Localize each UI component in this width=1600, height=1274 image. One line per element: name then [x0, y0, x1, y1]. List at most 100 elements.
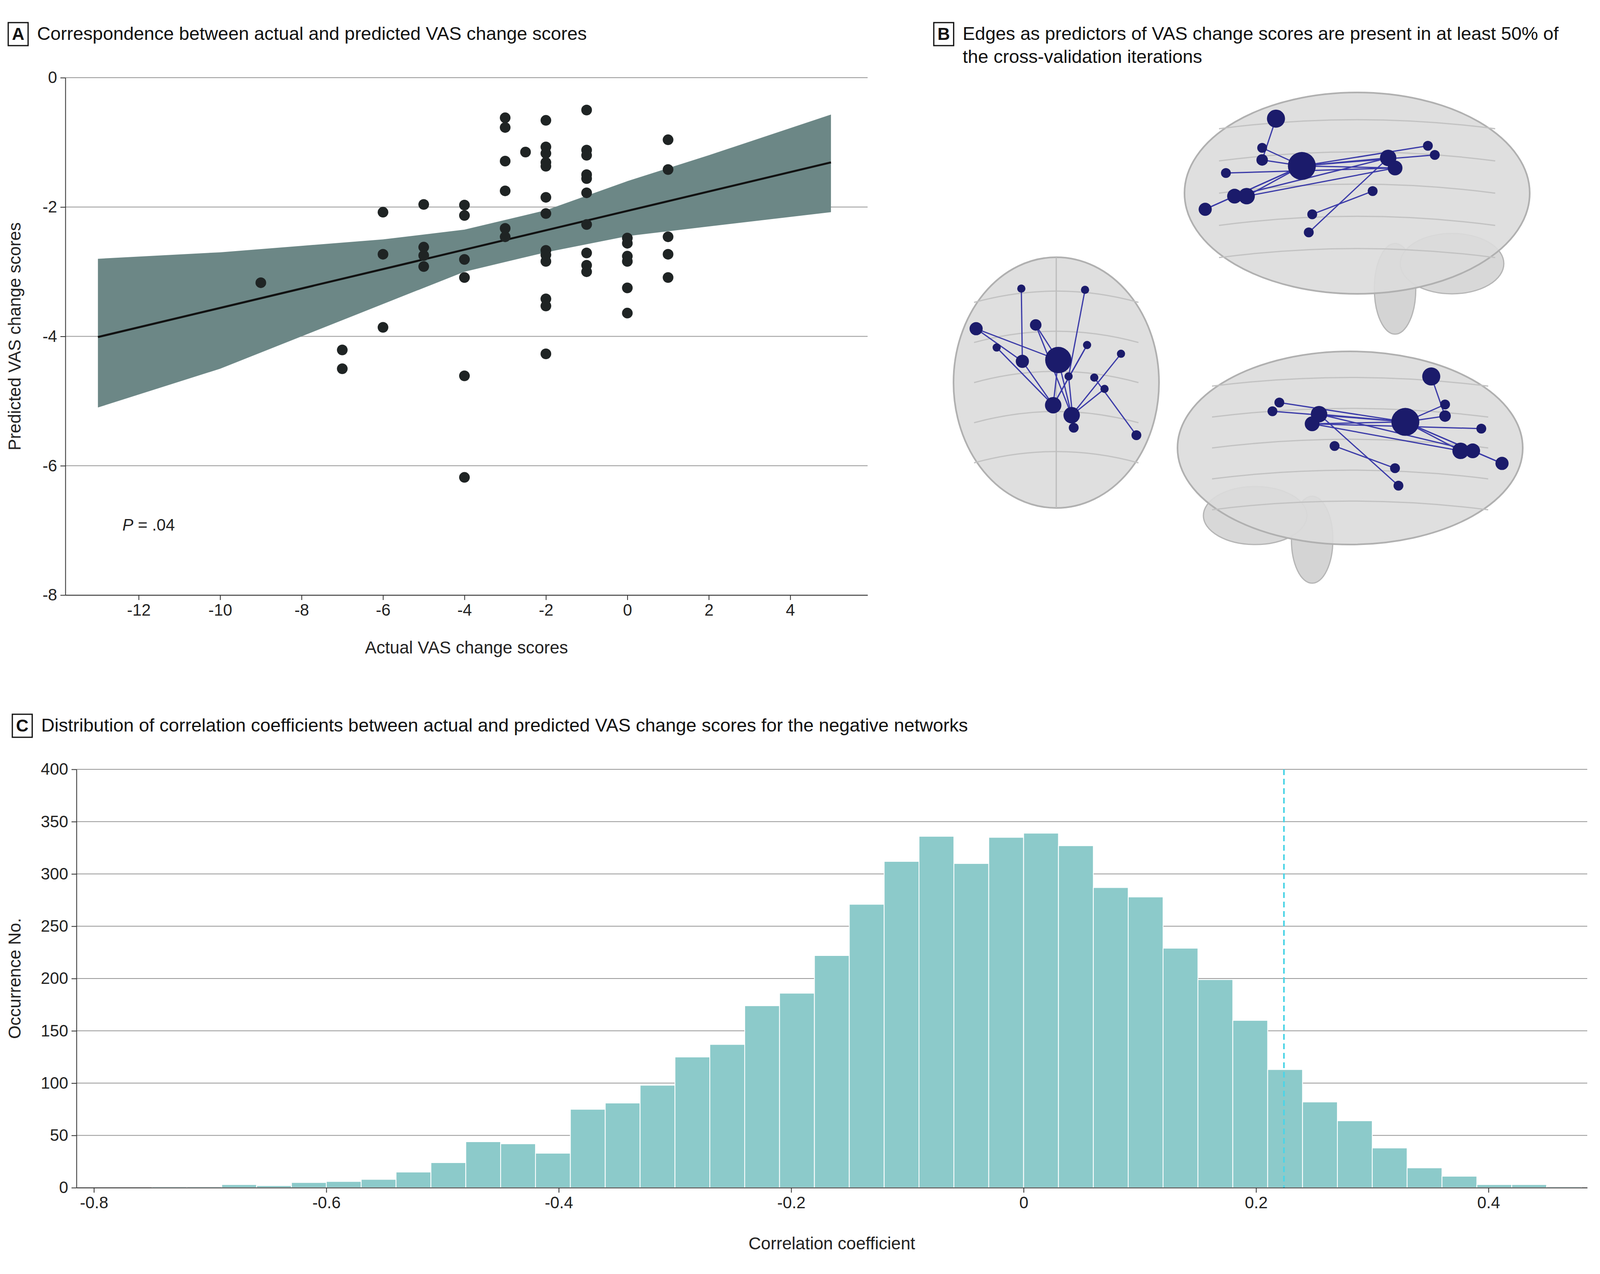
node: [1440, 399, 1450, 410]
edge: [1071, 353, 1122, 416]
point: [662, 272, 674, 283]
bar: [1302, 1101, 1338, 1188]
tick-mark: [464, 595, 466, 601]
tick-mark: [71, 978, 77, 980]
tick: 0.2: [1244, 1187, 1268, 1212]
tick-label: 0: [59, 1178, 69, 1197]
annotation: P = .04: [122, 515, 176, 534]
brain-view: [1184, 92, 1530, 335]
tick-mark: [325, 1187, 327, 1193]
tick: -8: [294, 595, 310, 619]
bar: [1163, 948, 1199, 1188]
edge: [1021, 288, 1023, 362]
tick-mark: [791, 1187, 792, 1193]
bar: [396, 1172, 432, 1188]
bar: [1267, 1069, 1303, 1188]
gyrus: [1219, 216, 1496, 226]
bar: [1337, 1120, 1373, 1188]
node: [969, 322, 983, 336]
brain-outline: [1184, 92, 1530, 294]
point: [540, 115, 552, 126]
fit-line: [97, 162, 832, 338]
tick-mark: [71, 1030, 77, 1032]
point: [459, 253, 470, 265]
x-axis-title: Correlation coefficient: [748, 1233, 916, 1254]
bar: [1023, 833, 1059, 1188]
point: [662, 134, 674, 146]
panel-title: Edges as predictors of VAS change scores…: [962, 23, 1559, 67]
point: [337, 363, 348, 375]
point: [255, 277, 267, 289]
axis: -8-6-4-20: [42, 68, 66, 604]
point: [459, 199, 470, 211]
gyrus: [1212, 501, 1489, 510]
bar: [1058, 845, 1094, 1188]
tick-mark: [60, 77, 66, 79]
bar: [291, 1182, 327, 1188]
tick: 2: [704, 595, 714, 619]
edge: [1312, 191, 1373, 215]
node: [1131, 430, 1142, 441]
tick: 0: [48, 68, 66, 87]
tick-label: 250: [40, 916, 69, 936]
node: [1082, 341, 1092, 350]
tick: -4: [457, 595, 473, 619]
panel-letter-box: [12, 714, 33, 738]
node: [1117, 349, 1126, 358]
tick-mark: [1023, 1187, 1025, 1193]
brain-views: [953, 92, 1530, 584]
point: [621, 307, 633, 319]
tick: 300: [40, 864, 77, 883]
bar: [744, 1005, 780, 1188]
gyrus: [1219, 248, 1496, 258]
tick-label: -6: [42, 456, 58, 475]
tick-mark: [545, 595, 547, 601]
point: [581, 104, 592, 116]
point: [581, 187, 592, 199]
node: [1367, 186, 1378, 197]
brain-view: [953, 257, 1160, 508]
bar: [1372, 1147, 1408, 1188]
edge: [1318, 414, 1399, 486]
tick: 50: [50, 1126, 77, 1145]
tick-mark: [71, 925, 77, 927]
node: [1090, 373, 1099, 382]
point: [540, 161, 552, 172]
node: [1267, 406, 1278, 417]
tick: -4: [42, 327, 66, 346]
tick-label: 0: [623, 600, 633, 619]
node: [1257, 143, 1268, 153]
point: [540, 191, 552, 203]
panel-title: Correspondence between actual and predic…: [36, 23, 587, 44]
bar: [430, 1162, 466, 1188]
brain-view: [1177, 351, 1523, 584]
tick-mark: [60, 465, 66, 467]
tick: -12: [126, 595, 151, 619]
node: [1017, 284, 1026, 293]
point: [377, 206, 389, 218]
panel-letter: B: [937, 24, 950, 44]
gyrus: [1212, 470, 1489, 479]
tick-label: 200: [40, 969, 69, 988]
bar: [326, 1181, 362, 1188]
edge: [976, 328, 1059, 361]
edge: [1035, 325, 1072, 416]
bar: [1093, 887, 1129, 1188]
tick-label: -0.8: [79, 1193, 109, 1212]
point: [581, 266, 592, 278]
tick: -2: [42, 197, 66, 216]
point: [581, 219, 592, 230]
panel-header: B Edges as predictors of VAS change score…: [933, 22, 1559, 67]
node: [1495, 457, 1509, 471]
node: [1329, 440, 1340, 451]
tick-mark: [558, 1187, 560, 1193]
node: [1452, 442, 1469, 460]
tick: 150: [40, 1021, 77, 1040]
point: [662, 231, 674, 243]
node: [1198, 202, 1212, 216]
point: [459, 370, 470, 381]
brain-outline: [953, 257, 1160, 508]
tick-mark: [708, 595, 710, 601]
tick-mark: [71, 873, 77, 875]
gyrus: [1212, 377, 1489, 386]
